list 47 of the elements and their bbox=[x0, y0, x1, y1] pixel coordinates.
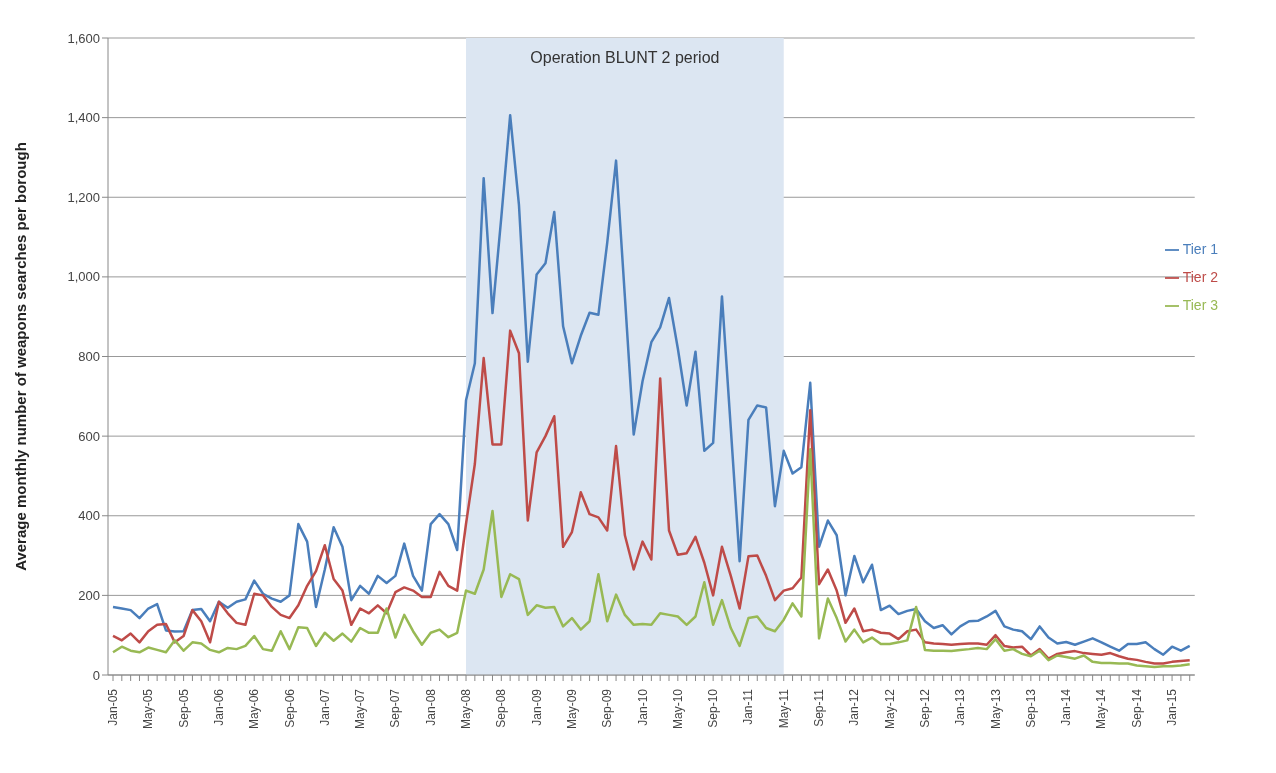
y-tick-label: 400 bbox=[78, 508, 100, 524]
line-series bbox=[111, 448, 1191, 669]
x-tick-label: May-09 bbox=[564, 688, 579, 730]
x-tick-label: May-13 bbox=[988, 688, 1003, 730]
x-tick-label: Sep-13 bbox=[1023, 688, 1038, 728]
x-tick-label: Jan-08 bbox=[423, 688, 438, 726]
x-tick-label: May-12 bbox=[882, 688, 897, 730]
x-tick-label: May-07 bbox=[353, 688, 368, 730]
x-tick-label: Jan-10 bbox=[635, 688, 650, 726]
y-tick-label: 1,400 bbox=[67, 110, 100, 126]
x-tick-label: Sep-09 bbox=[600, 688, 615, 728]
line-series bbox=[111, 329, 1191, 665]
x-tick-label: May-11 bbox=[776, 688, 791, 729]
y-tick-label: 600 bbox=[78, 428, 100, 444]
x-tick-label: May-06 bbox=[247, 688, 262, 730]
x-tick-label: Sep-06 bbox=[282, 688, 297, 728]
x-tick-label: Jan-13 bbox=[953, 688, 968, 726]
band-label: Operation BLUNT 2 period bbox=[530, 49, 720, 67]
y-axis-title: Average monthly number of weapons searches per borough bbox=[12, 142, 30, 571]
x-tick-label: Sep-08 bbox=[494, 688, 509, 728]
legend-label: Tier 2 bbox=[1182, 268, 1218, 285]
x-tick-label: Sep-07 bbox=[388, 688, 403, 728]
x-tick-label: Jan-11 bbox=[741, 688, 756, 725]
y-tick-label: 1,200 bbox=[67, 189, 100, 205]
x-tick-label: May-08 bbox=[459, 688, 474, 730]
x-tick-label: Sep-10 bbox=[706, 688, 721, 728]
x-tick-label: May-10 bbox=[670, 688, 685, 730]
x-tick-label: Jan-06 bbox=[211, 688, 226, 726]
y-tick-label: 1,600 bbox=[67, 30, 100, 46]
legend-label: Tier 1 bbox=[1182, 240, 1218, 257]
x-tick-label: Jan-15 bbox=[1165, 688, 1180, 726]
y-tick-label: 1,000 bbox=[67, 269, 100, 285]
x-tick-label: Sep-11 bbox=[812, 688, 827, 727]
x-tick-label: May-05 bbox=[141, 688, 156, 730]
x-tick-label: Sep-12 bbox=[917, 688, 932, 728]
x-tick-label: Sep-05 bbox=[176, 688, 191, 728]
x-tick-label: Sep-14 bbox=[1129, 688, 1144, 728]
x-tick-label: Jan-07 bbox=[317, 688, 332, 726]
x-tick-label: May-14 bbox=[1094, 688, 1109, 730]
x-tick-label: Jan-12 bbox=[847, 688, 862, 726]
legend-label: Tier 3 bbox=[1182, 296, 1218, 313]
x-tick-label: Jan-05 bbox=[106, 688, 120, 726]
y-tick-label: 0 bbox=[92, 667, 100, 683]
y-tick-label: 800 bbox=[78, 349, 100, 365]
y-tick-label: 200 bbox=[78, 587, 100, 603]
x-tick-label: Jan-14 bbox=[1059, 688, 1074, 726]
x-tick-label: Jan-09 bbox=[529, 688, 544, 726]
